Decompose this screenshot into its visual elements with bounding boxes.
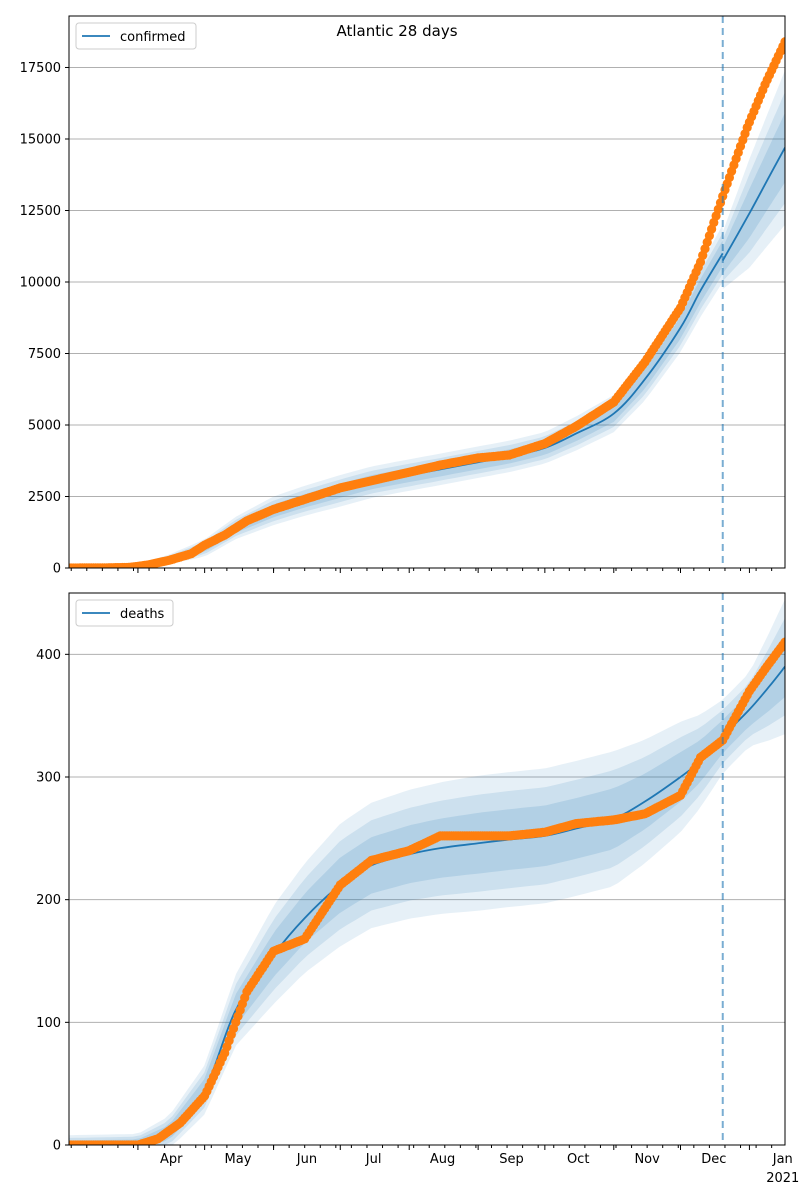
y-tick-label: 10000 [20,275,61,290]
x-tick-label: Jan [772,1152,793,1167]
plot-area [69,599,785,1145]
observed-point [780,637,785,647]
y-tick-label: 0 [53,1139,61,1154]
x-tick-label: Sep [499,1152,524,1167]
observed-point [780,37,785,47]
y-tick-label: 17500 [20,61,61,76]
x-tick-label: Dec [701,1152,726,1167]
y-tick-label: 400 [36,648,61,663]
y-tick-label: 12500 [20,204,61,219]
plot-area [69,37,785,568]
y-tick-label: 7500 [28,347,61,362]
x-tick-sublabel: 2021 [766,1171,799,1186]
y-tick-label: 100 [36,1016,61,1031]
y-tick-label: 2500 [28,490,61,505]
uncertainty-band-1 [69,599,785,1145]
y-tick-label: 0 [53,562,61,577]
uncertainty-band-2 [69,618,785,1145]
observed-points [69,637,785,1145]
chart-panel-1: 0 2500 5000 7500 10000 12500 15000 17500 Atlanti… [20,15,786,577]
chart-panel-2: 0 100 200 300 400 Apr May Jun Jul Aug Sep Oct Nov Dec… [36,592,799,1186]
x-tick-label: Nov [634,1152,660,1167]
y-tick-label: 200 [36,893,61,908]
legend-box [75,599,174,627]
legend: deaths [75,599,174,627]
legend-label: deaths [120,607,165,622]
x-tick-label: May [225,1152,252,1167]
legend-label: confirmed [120,30,186,45]
y-tick-label: 5000 [28,418,61,433]
forecast-line [721,147,785,261]
axes-frame [68,592,786,1146]
axes-frame [68,15,786,569]
legend: confirmed [75,22,197,50]
x-tick-label: Aug [430,1152,455,1167]
observed-points [69,37,785,568]
y-tick-label: 300 [36,771,61,786]
x-tick-label: Jul [365,1152,382,1167]
x-tick-label: Jun [296,1152,317,1167]
x-tick-label: Oct [567,1152,589,1167]
x-tick-label: Apr [160,1152,183,1167]
chart-title: Atlantic 28 days [336,22,457,40]
y-tick-label: 15000 [20,132,61,147]
legend-box [75,22,197,50]
